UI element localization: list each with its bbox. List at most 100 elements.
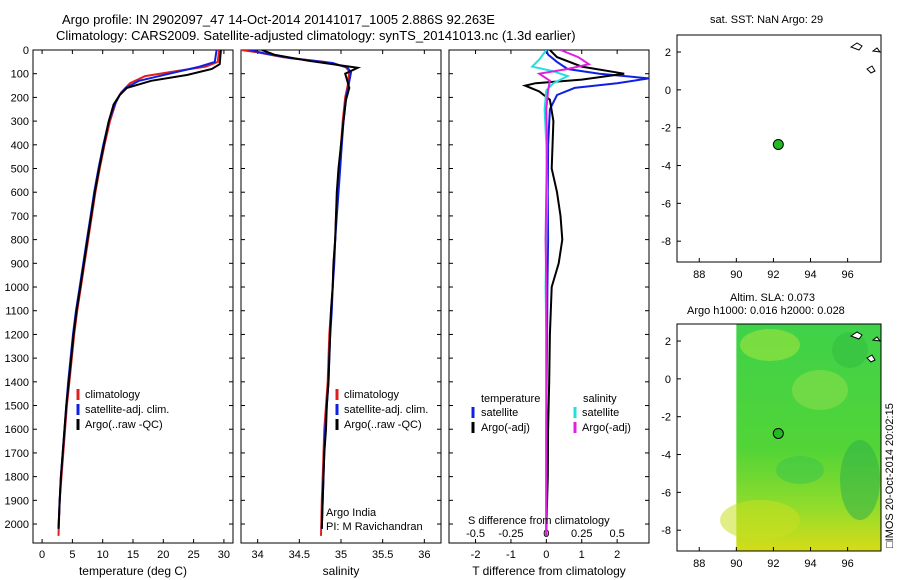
map-y-tick-label: 0: [665, 374, 671, 386]
legend-label: satellite: [481, 407, 518, 419]
legend-label: climatology: [344, 389, 400, 401]
legend-label: Argo(-adj): [481, 422, 530, 434]
difference-xlabel: T difference from climatology: [472, 564, 626, 578]
series-line: [521, 50, 625, 536]
sla_map-frame: [676, 323, 882, 552]
y-tick-label: 200: [11, 92, 29, 104]
y-tick-label: 600: [11, 187, 29, 199]
x-tick-label: 2: [614, 549, 620, 561]
coastline: [849, 331, 882, 363]
map-x-tick-label: 90: [730, 269, 742, 281]
sst-map-title: sat. SST: NaN Argo: 29: [710, 14, 824, 26]
series-line: [57, 50, 222, 529]
y-tick-label: 700: [11, 211, 29, 223]
map-y-tick-label: -4: [661, 450, 671, 462]
sla-patch: [776, 456, 824, 484]
map-x-tick-label: 96: [841, 269, 853, 281]
argo-india-label: Argo India: [326, 507, 377, 519]
map-x-tick-label: 88: [693, 269, 705, 281]
legend-label: satellite-adj. clim.: [344, 404, 428, 416]
x-tick-label: -1: [506, 549, 516, 561]
x-tick-label: 0: [543, 549, 549, 561]
top-tick-label: 0.5: [609, 528, 624, 540]
y-tick-label: 1800: [5, 472, 29, 484]
sla-patch: [720, 500, 800, 540]
map-x-tick-label: 92: [767, 269, 779, 281]
x-tick-label: 35.5: [372, 549, 393, 561]
legend-label: Argo(..raw -QC): [85, 419, 163, 431]
legend-label: satellite-adj. clim.: [85, 404, 169, 416]
map-x-tick-label: 90: [730, 558, 742, 570]
map-x-tick-label: 88: [693, 558, 705, 570]
legend-label: Argo(..raw -QC): [344, 419, 422, 431]
y-tick-label: 1600: [5, 424, 29, 436]
x-tick-label: 35: [335, 549, 347, 561]
y-tick-label: 800: [11, 235, 29, 247]
title-line-1: Argo profile: IN 2902097_47 14-Oct-2014 …: [62, 12, 495, 27]
y-tick-label: 1900: [5, 495, 29, 507]
sla-patch: [740, 329, 800, 361]
y-tick-label: 1000: [5, 282, 29, 294]
map-x-tick-label: 94: [804, 269, 816, 281]
argo-position-marker: [772, 427, 784, 439]
x-tick-label: 20: [157, 549, 169, 561]
y-tick-label: 1400: [5, 377, 29, 389]
sst_map-frame: [676, 34, 882, 263]
x-tick-label: -2: [471, 549, 481, 561]
x-tick-label: 10: [97, 549, 109, 561]
map-y-tick-label: -2: [661, 123, 671, 135]
map-y-tick-label: -8: [661, 236, 671, 248]
y-tick-label: 1500: [5, 401, 29, 413]
x-tick-label: 0: [39, 549, 45, 561]
x-tick-label: 30: [218, 549, 230, 561]
legend-label: Argo(-adj): [582, 422, 631, 434]
map-y-tick-label: -6: [661, 487, 671, 499]
top-tick-label: -0.5: [466, 528, 485, 540]
map-x-tick-label: 96: [841, 558, 853, 570]
x-tick-label: 1: [579, 549, 585, 561]
map-y-tick-label: 2: [665, 336, 671, 348]
y-tick-label: 1300: [5, 353, 29, 365]
map-y-tick-label: -6: [661, 198, 671, 210]
sla-patch: [792, 370, 848, 410]
title-line-2: Climatology: CARS2009. Satellite-adjuste…: [56, 28, 576, 43]
y-tick-label: 2000: [5, 519, 29, 531]
top-tick-label: 0.25: [571, 528, 592, 540]
series-line: [536, 50, 592, 536]
imos-credit: □IMOS 20-Oct-2014 20:02:15: [884, 403, 896, 548]
x-tick-label: 34.5: [289, 549, 310, 561]
legend-label: satellite: [582, 407, 619, 419]
x-tick-label: 34: [252, 549, 264, 561]
sla-patch: [840, 440, 880, 520]
s-diff-label: S difference from climatology: [468, 515, 610, 527]
sla-map-title-2: Argo h1000: 0.016 h2000: 0.028: [687, 305, 845, 317]
map-y-tick-label: -8: [661, 525, 671, 537]
y-tick-label: 1100: [5, 306, 29, 318]
x-tick-label: 25: [187, 549, 199, 561]
legend-title: temperature: [481, 393, 540, 405]
y-tick-label: 0: [23, 45, 29, 57]
map-y-tick-label: 2: [665, 47, 671, 59]
map-y-tick-label: -4: [661, 161, 671, 173]
temperature-xlabel: temperature (deg C): [79, 564, 187, 578]
argo-position-marker: [772, 138, 784, 150]
top-tick-label: -0.25: [498, 528, 523, 540]
pi-label: PI: M Ravichandran: [326, 521, 423, 533]
y-tick-label: 1700: [5, 448, 29, 460]
map-x-tick-label: 94: [804, 558, 816, 570]
x-tick-label: 5: [69, 549, 75, 561]
y-tick-label: 1200: [5, 329, 29, 341]
map-x-tick-label: 92: [767, 558, 779, 570]
series-line: [261, 50, 362, 529]
map-y-tick-label: 0: [665, 85, 671, 97]
sla-patch: [832, 332, 868, 368]
legend-title: salinity: [583, 393, 617, 405]
y-tick-label: 900: [11, 258, 29, 270]
sla-map-title-1: Altim. SLA: 0.073: [730, 292, 815, 304]
salinity-xlabel: salinity: [323, 564, 360, 578]
x-tick-label: 15: [127, 549, 139, 561]
y-tick-label: 400: [11, 140, 29, 152]
salinity-frame: [240, 49, 442, 544]
y-tick-label: 100: [11, 69, 29, 81]
